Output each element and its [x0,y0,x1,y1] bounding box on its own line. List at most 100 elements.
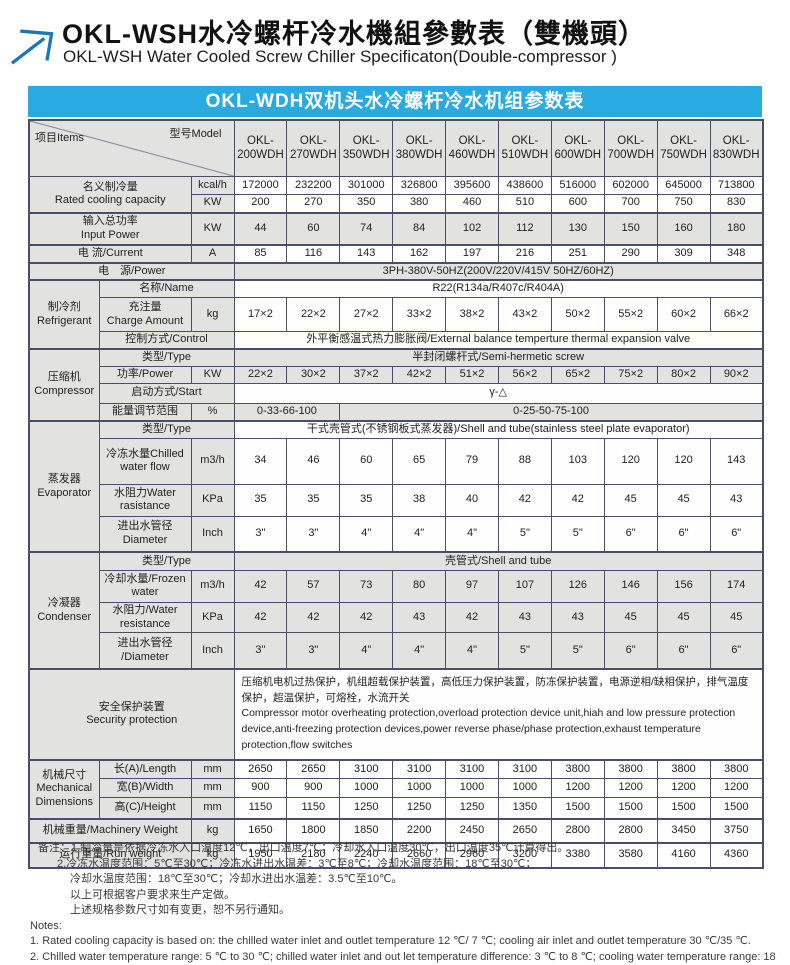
row-cond-diameter-value: 4" [340,633,393,669]
row-height-value: 1250 [340,798,393,819]
items-model-header-cell: 项目Items 型号Model [29,120,234,177]
row-cond-diameter-value: 3" [234,633,287,669]
evaporator-type-label: 类型/Type [99,421,234,438]
row-cond-diameter-value: 3" [287,633,340,669]
row-length-value: 2650 [287,760,340,779]
row-frozen-water-value: 73 [340,570,393,602]
row-input-power-value: 44 [234,213,287,245]
row-evap-water-resistance-value: 35 [340,484,393,516]
refrigerant-name-value: R22(R134a/R407c/R404A) [234,280,763,297]
row-evap-diameter-value: 6" [604,516,657,552]
model-header-350WDH: OKL- 350WDH [340,120,393,177]
row-rated-cooling-kcal-value: 232200 [287,177,340,195]
row-evap-diameter-value: 5" [551,516,604,552]
compressor-power-label: 功率/Power [99,366,191,383]
unit-kg: kg [191,819,234,843]
row-input-power-value: 180 [710,213,763,245]
unit-kcalh: kcal/h [191,177,234,195]
row-width-value: 900 [234,779,287,798]
note-line: 备注：1.制冷量是依据冷冻水入口温度12℃，出口温度7℃；冷却水入口温度30℃，… [30,841,780,857]
row-input-power-value: 112 [498,213,551,245]
row-cond-water-resistance-value: 43 [498,602,551,633]
row-evap-water-resistance-value: 40 [446,484,499,516]
row-chilled-water-flow-value: 46 [287,438,340,484]
row-evap-water-resistance-value: 38 [393,484,446,516]
unit-m3h: m3/h [191,438,234,484]
row-length-value: 3100 [393,760,446,779]
row-height-value: 1150 [287,798,340,819]
model-header-600WDH: OKL- 600WDH [551,120,604,177]
note-line: Notes: [30,919,780,935]
row-machinery-weight-value: 2800 [604,819,657,843]
row-evap-diameter-value: 6" [657,516,710,552]
row-evap-diameter-value: 3" [287,516,340,552]
row-cond-water-resistance-value: 42 [287,602,340,633]
row-rated-cooling-kw-value: 200 [234,195,287,213]
compressor-type-label: 类型/Type [99,349,234,366]
row-frozen-water-value: 80 [393,570,446,602]
row-rated-cooling-kw-value: 380 [393,195,446,213]
unit-mm: mm [191,760,234,779]
row-cond-water-resistance-value: 45 [604,602,657,633]
row-charge-amount-value: 66×2 [710,298,763,332]
row-evap-water-resistance-value: 45 [657,484,710,516]
model-header-380WDH: OKL- 380WDH [393,120,446,177]
row-cond-diameter-value: 4" [393,633,446,669]
row-rated-cooling-kw-value: 270 [287,195,340,213]
condenser-type-value: 壳管式/Shell and tube [234,552,763,570]
note-line: 2.冷冻水温度范围：5℃至30℃；冷冻水进出水温差：3℃至8℃；冷却水温度范围：… [30,857,780,873]
row-charge-amount-value: 60×2 [657,298,710,332]
table-banner: OKL-WDH双机头水冷螺杆冷水机组参数表 [28,86,762,117]
control-value: 外平衡感温式热力膨胀阀/External balance temperture … [234,332,763,349]
row-length-value: 3800 [604,760,657,779]
model-header-510WDH: OKL- 510WDH [498,120,551,177]
row-cond-diameter-value: 5" [551,633,604,669]
row-cond-diameter-value: 6" [604,633,657,669]
chilled-water-flow-label: 冷冻水量Chilled water flow [99,438,191,484]
evap-water-resistance-label: 水阻力Water rasistance [99,484,191,516]
row-height-value: 1500 [551,798,604,819]
page-subtitle: OKL-WSH Water Cooled Screw Chiller Speci… [63,47,617,67]
compressor-type-value: 半封闭螺杆式/Semi-hermetic screw [234,349,763,366]
unit-kpa: KPa [191,484,234,516]
row-length-value: 3800 [710,760,763,779]
row-current-value: 116 [287,245,340,263]
row-cond-water-resistance-value: 43 [551,602,604,633]
compressor-category: 压缩机 Compressor [29,349,99,421]
note-line: 以上可根据客户要求来生产定做。 [30,888,780,904]
start-mode-label: 启动方式/Start [99,383,234,403]
power-supply-label: 电 源/Power [29,263,234,281]
evap-diameter-label: 进出水管径 Diameter [99,516,191,552]
row-compressor-power-value: 56×2 [498,366,551,383]
row-charge-amount-value: 38×2 [446,298,499,332]
row-chilled-water-flow-value: 120 [657,438,710,484]
row-compressor-power-value: 65×2 [551,366,604,383]
row-rated-cooling-kw-value: 600 [551,195,604,213]
charge-amount-label: 充注量 Charge Amount [99,298,191,332]
row-frozen-water-value: 97 [446,570,499,602]
row-machinery-weight-value: 2800 [551,819,604,843]
row-chilled-water-flow-value: 79 [446,438,499,484]
row-compressor-power-value: 51×2 [446,366,499,383]
unit-inch: Inch [191,633,234,669]
row-machinery-weight-value: 3750 [710,819,763,843]
row-cond-diameter-value: 5" [498,633,551,669]
row-width-value: 1000 [340,779,393,798]
row-cond-water-resistance-value: 45 [657,602,710,633]
row-machinery-weight-value: 3450 [657,819,710,843]
row-evap-diameter-value: 4" [393,516,446,552]
row-evap-water-resistance-value: 43 [710,484,763,516]
row-width-value: 1200 [604,779,657,798]
row-compressor-power-value: 30×2 [287,366,340,383]
